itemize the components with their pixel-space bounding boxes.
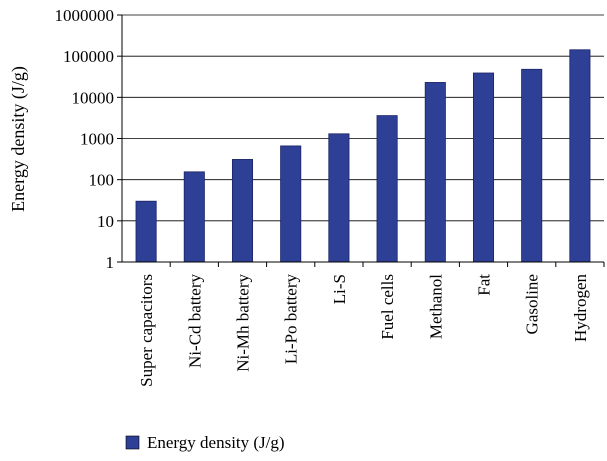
x-tick-label: Ni-Cd battery <box>185 274 204 368</box>
y-axis-label: Energy density (J/g) <box>8 66 29 212</box>
bar-gasoline <box>521 68 543 263</box>
bar-li-s <box>328 133 350 263</box>
bar-li-po-battery <box>280 145 302 263</box>
y-tick-label: 1000000 <box>55 6 115 25</box>
y-tick-label: 1 <box>106 253 115 272</box>
bar-hydrogen <box>569 49 591 263</box>
bar-ni-cd-battery <box>183 171 205 263</box>
x-tick-label: Methanol <box>426 274 445 339</box>
x-tick-label: Fat <box>475 274 494 296</box>
x-tick-label: Li-S <box>330 274 349 304</box>
x-tick-label: Fuel cells <box>378 274 397 340</box>
y-tick-label: 100000 <box>63 47 114 66</box>
y-tick-label: 10000 <box>72 88 115 107</box>
x-tick-label: Super capacitors <box>137 274 156 387</box>
legend-swatch <box>125 435 140 450</box>
legend: Energy density (J/g) <box>125 433 285 452</box>
y-tick-labels: 1 10 100 1000 10000 100000 1000000 <box>55 6 115 272</box>
bars <box>135 49 591 263</box>
y-tick-label: 10 <box>97 212 114 231</box>
bar-fat <box>472 72 495 263</box>
x-tick-label: Ni-Mh battery <box>234 274 253 372</box>
y-tick-label: 100 <box>89 171 115 190</box>
bar-ni-mh-battery <box>231 159 254 263</box>
x-tick-label: Gasoline <box>523 274 542 334</box>
bar-super-capacitors <box>135 200 157 263</box>
legend-label: Energy density (J/g) <box>147 433 285 452</box>
x-tick-label: Li-Po battery <box>282 274 301 365</box>
bar-fuel-cells <box>376 115 398 263</box>
y-tick-label: 1000 <box>80 130 114 149</box>
bar-methanol <box>424 82 446 263</box>
axes <box>117 14 605 267</box>
x-tick-labels: Super capacitors Ni-Cd battery Ni-Mh batte… <box>137 274 590 387</box>
x-tick-label: Hydrogen <box>571 274 590 342</box>
